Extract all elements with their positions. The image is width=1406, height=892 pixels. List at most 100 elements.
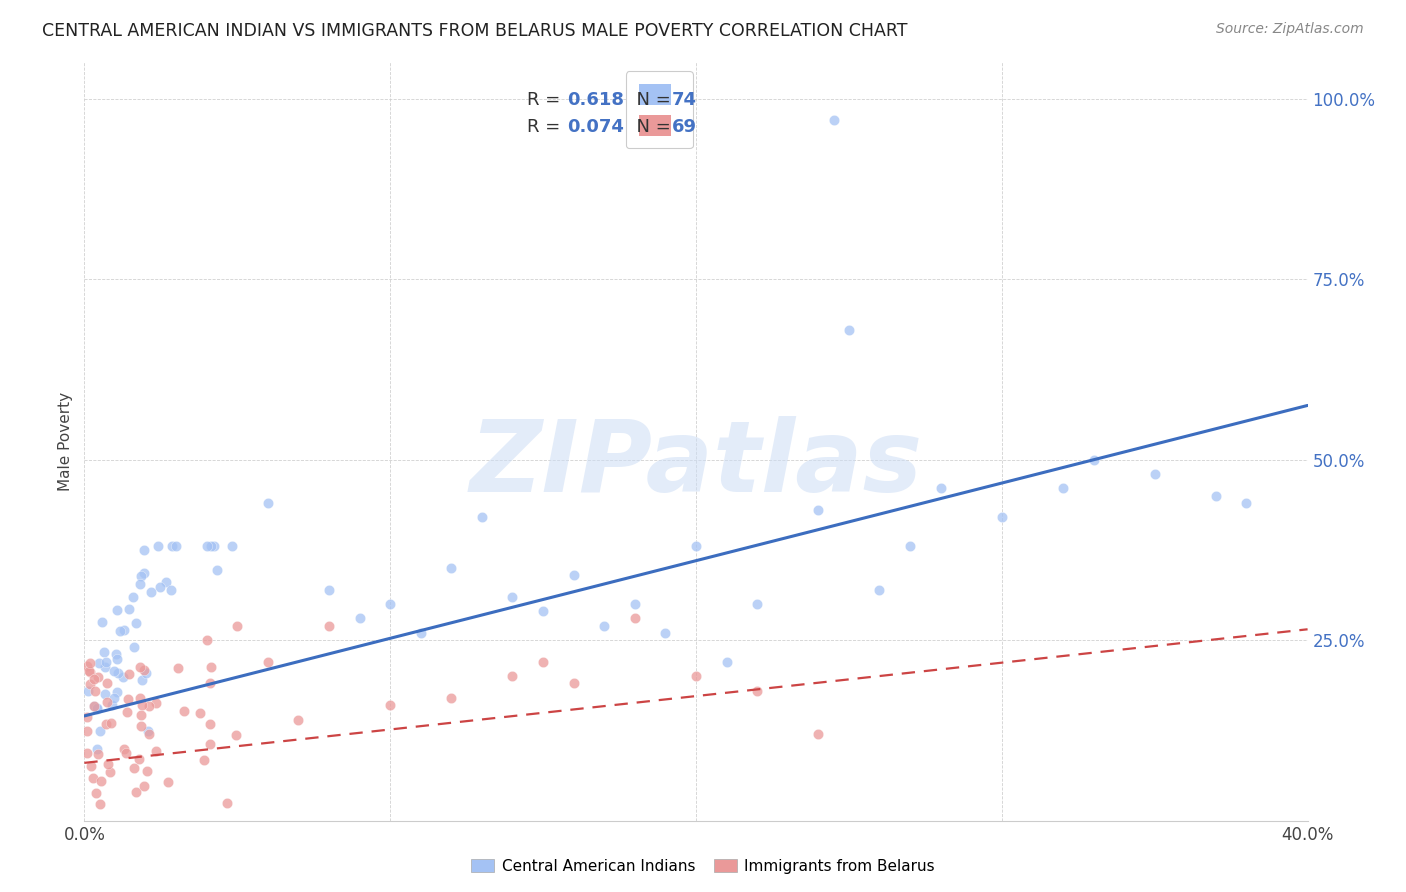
Point [685, 669, 707, 683]
Point [103, 664, 125, 678]
Text: 0.618: 0.618 [568, 91, 624, 109]
Point [138, 698, 160, 713]
Point [86, 701, 108, 715]
Point [257, 496, 280, 510]
Point [76, 658, 98, 673]
Point [562, 568, 585, 582]
Point [105, 652, 128, 666]
Point [76, 710, 98, 724]
Point [122, 640, 145, 654]
Point [96, 676, 118, 690]
Text: Source: ZipAtlas.com: Source: ZipAtlas.com [1216, 22, 1364, 37]
Text: N =: N = [626, 119, 676, 136]
Point [807, 727, 830, 741]
Point [129, 719, 152, 733]
Point [226, 618, 249, 632]
Legend: Central American Indians, Immigrants from Belarus: Central American Indians, Immigrants fro… [465, 853, 941, 880]
Point [135, 764, 157, 778]
Point [624, 597, 647, 611]
Point [97, 756, 120, 771]
Point [76, 724, 98, 739]
Point [200, 539, 222, 553]
Point [162, 539, 184, 553]
Point [898, 539, 921, 553]
Point [122, 761, 145, 775]
Point [103, 690, 125, 705]
Point [188, 706, 211, 720]
Point [200, 659, 222, 673]
Legend: , : , [626, 71, 693, 148]
Point [624, 611, 647, 625]
Point [156, 774, 179, 789]
Text: 0.074: 0.074 [568, 119, 624, 136]
Text: 69: 69 [672, 119, 696, 136]
Point [77, 664, 100, 678]
Point [129, 569, 152, 583]
Point [90, 615, 112, 629]
Point [205, 563, 228, 577]
Point [202, 539, 225, 553]
Point [135, 666, 157, 681]
Point [146, 539, 169, 553]
Point [531, 604, 554, 618]
Point [118, 667, 141, 681]
Point [93, 687, 115, 701]
Point [1052, 482, 1074, 496]
Point [318, 582, 340, 597]
Point [991, 510, 1014, 524]
Point [134, 779, 156, 793]
Point [128, 691, 150, 706]
Point [195, 633, 218, 648]
Text: CENTRAL AMERICAN INDIAN VS IMMIGRANTS FROM BELARUS MALE POVERTY CORRELATION CHAR: CENTRAL AMERICAN INDIAN VS IMMIGRANTS FR… [42, 22, 908, 40]
Point [654, 626, 676, 640]
Point [131, 708, 153, 723]
Point [440, 690, 463, 705]
Point [200, 717, 222, 731]
Point [100, 698, 122, 713]
Point [83, 673, 105, 687]
Point [823, 113, 845, 128]
Point [225, 728, 247, 742]
Point [160, 582, 183, 597]
Point [108, 624, 131, 638]
Point [593, 618, 616, 632]
Point [79, 665, 101, 680]
Point [94, 655, 117, 669]
Point [118, 601, 141, 615]
Point [136, 723, 159, 738]
Point [82, 771, 104, 785]
Point [747, 683, 769, 698]
Point [195, 539, 218, 553]
Point [471, 510, 494, 524]
Point [145, 697, 167, 711]
Point [93, 645, 115, 659]
Point [1205, 489, 1227, 503]
Point [131, 673, 153, 687]
Point [86, 701, 108, 715]
Point [77, 683, 100, 698]
Point [531, 655, 554, 669]
Point [257, 655, 280, 669]
Point [79, 657, 101, 671]
Point [107, 665, 129, 680]
Point [80, 758, 103, 772]
Text: N =: N = [626, 91, 676, 109]
Point [125, 785, 148, 799]
Point [1083, 452, 1105, 467]
Point [716, 655, 738, 669]
Point [380, 698, 402, 712]
Point [79, 676, 101, 690]
Point [198, 676, 221, 690]
Point [132, 543, 155, 558]
Point [132, 664, 155, 678]
Point [132, 566, 155, 581]
Point [287, 713, 309, 727]
Point [502, 590, 524, 604]
Point [1236, 496, 1258, 510]
Point [562, 676, 585, 690]
Point [149, 580, 172, 594]
Point [128, 577, 150, 591]
Point [122, 590, 145, 604]
Point [221, 539, 243, 553]
Point [84, 786, 107, 800]
